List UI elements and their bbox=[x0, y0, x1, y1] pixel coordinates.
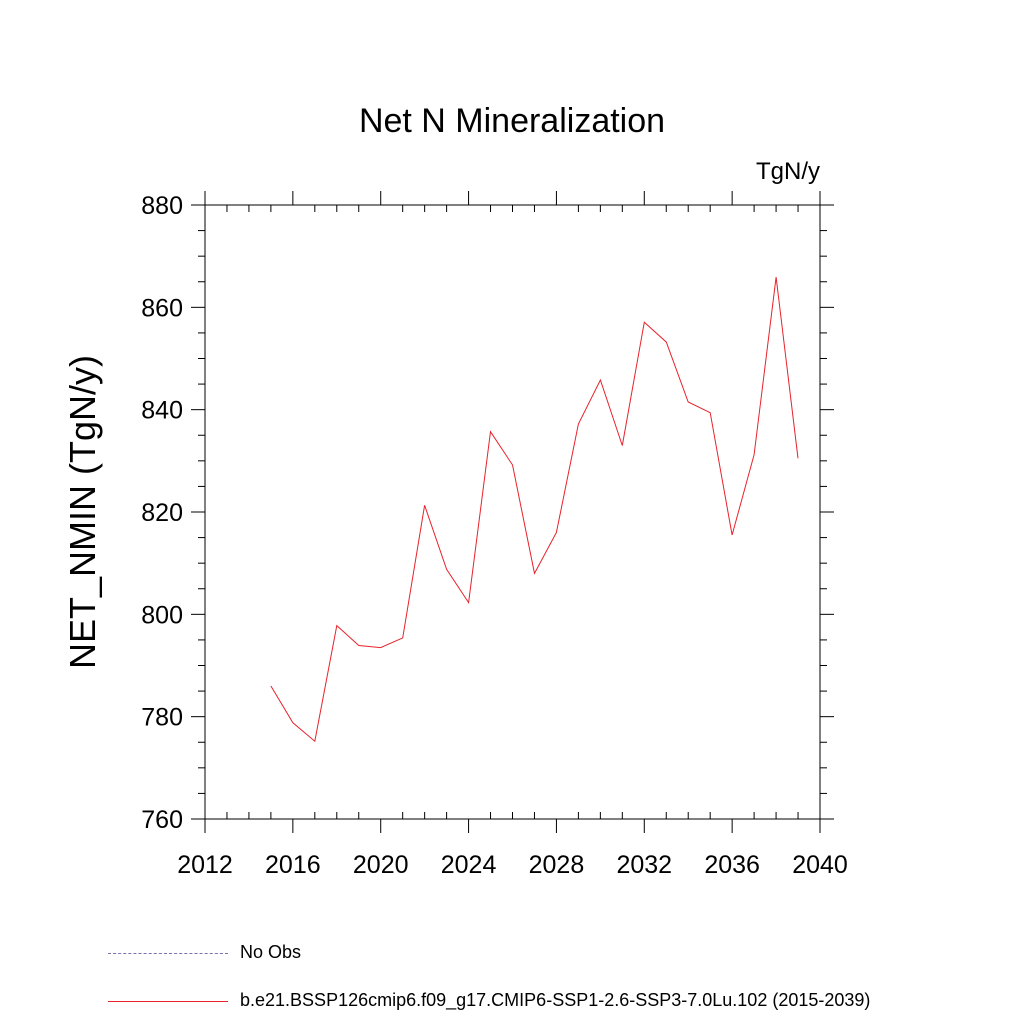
y-tick-label: 780 bbox=[141, 704, 183, 732]
y-axis: 760 780 800 820 840 860 880 bbox=[141, 192, 834, 834]
y-tick-label: 840 bbox=[141, 397, 183, 425]
y-tick-label: 800 bbox=[141, 601, 183, 629]
x-tick-label: 2032 bbox=[616, 851, 672, 879]
x-tick-label: 2028 bbox=[529, 851, 585, 879]
y-tick-label: 860 bbox=[141, 294, 183, 322]
y-tick-label: 760 bbox=[141, 806, 183, 834]
legend-swatch-solid bbox=[108, 1001, 228, 1002]
series-line bbox=[270, 277, 799, 743]
chart-title: Net N Mineralization bbox=[358, 102, 666, 140]
y-tick-label: 820 bbox=[141, 499, 183, 527]
y-tick-label: 880 bbox=[141, 192, 183, 220]
x-tick-label: 2016 bbox=[265, 851, 321, 879]
legend-item-no-obs: No Obs bbox=[108, 942, 1008, 966]
x-tick-label: 2024 bbox=[441, 851, 497, 879]
legend-swatch-dashed bbox=[108, 953, 228, 954]
x-axis: 2012 2016 2020 2024 2028 2032 2036 2040 bbox=[177, 191, 848, 879]
x-tick-label: 2040 bbox=[792, 851, 848, 879]
legend-item-model: b.e21.BSSP126cmip6.f09_g17.CMIP6-SSP1-2.… bbox=[108, 990, 1008, 1014]
units-label: TgN/y bbox=[755, 158, 820, 185]
legend-label: No Obs bbox=[240, 942, 302, 962]
x-tick-label: 2012 bbox=[177, 851, 233, 879]
series-layer bbox=[270, 277, 799, 743]
legend-label: b.e21.BSSP126cmip6.f09_g17.CMIP6-SSP1-2.… bbox=[240, 990, 871, 1010]
x-tick-label: 2036 bbox=[704, 851, 760, 879]
x-tick-label: 2020 bbox=[353, 851, 409, 879]
